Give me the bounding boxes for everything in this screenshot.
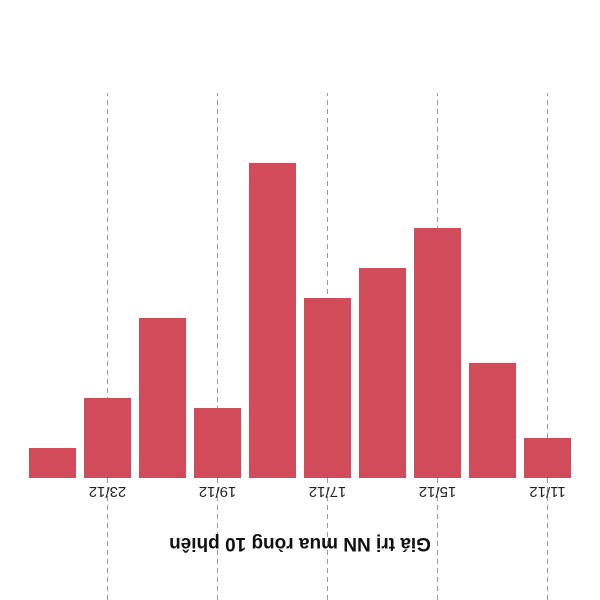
bar-20-12 — [139, 318, 186, 478]
bar-12-12 — [469, 363, 516, 478]
bars — [29, 163, 571, 478]
bar-17-12 — [304, 298, 351, 478]
x-tick-label: 11/12 — [529, 483, 565, 500]
x-tick-label: 23/12 — [89, 483, 127, 500]
x-tick-labels: 11/12 15/12 17/12 19/12 23/12 — [89, 483, 566, 500]
chart-title: Giá trị NN mua ròng 10 phiên — [169, 533, 431, 554]
bar-15-12 — [414, 228, 461, 478]
bar-16-12 — [359, 268, 406, 478]
x-tick-label: 15/12 — [419, 483, 457, 500]
bar-19-12 — [194, 408, 241, 478]
x-tick-label: 19/12 — [199, 483, 237, 500]
x-tick-label: 17/12 — [309, 483, 347, 500]
bar-18-12 — [249, 163, 296, 478]
bar-11-12 — [524, 438, 571, 478]
bar-23-12 — [84, 398, 131, 478]
bar-24-12 — [29, 448, 76, 478]
